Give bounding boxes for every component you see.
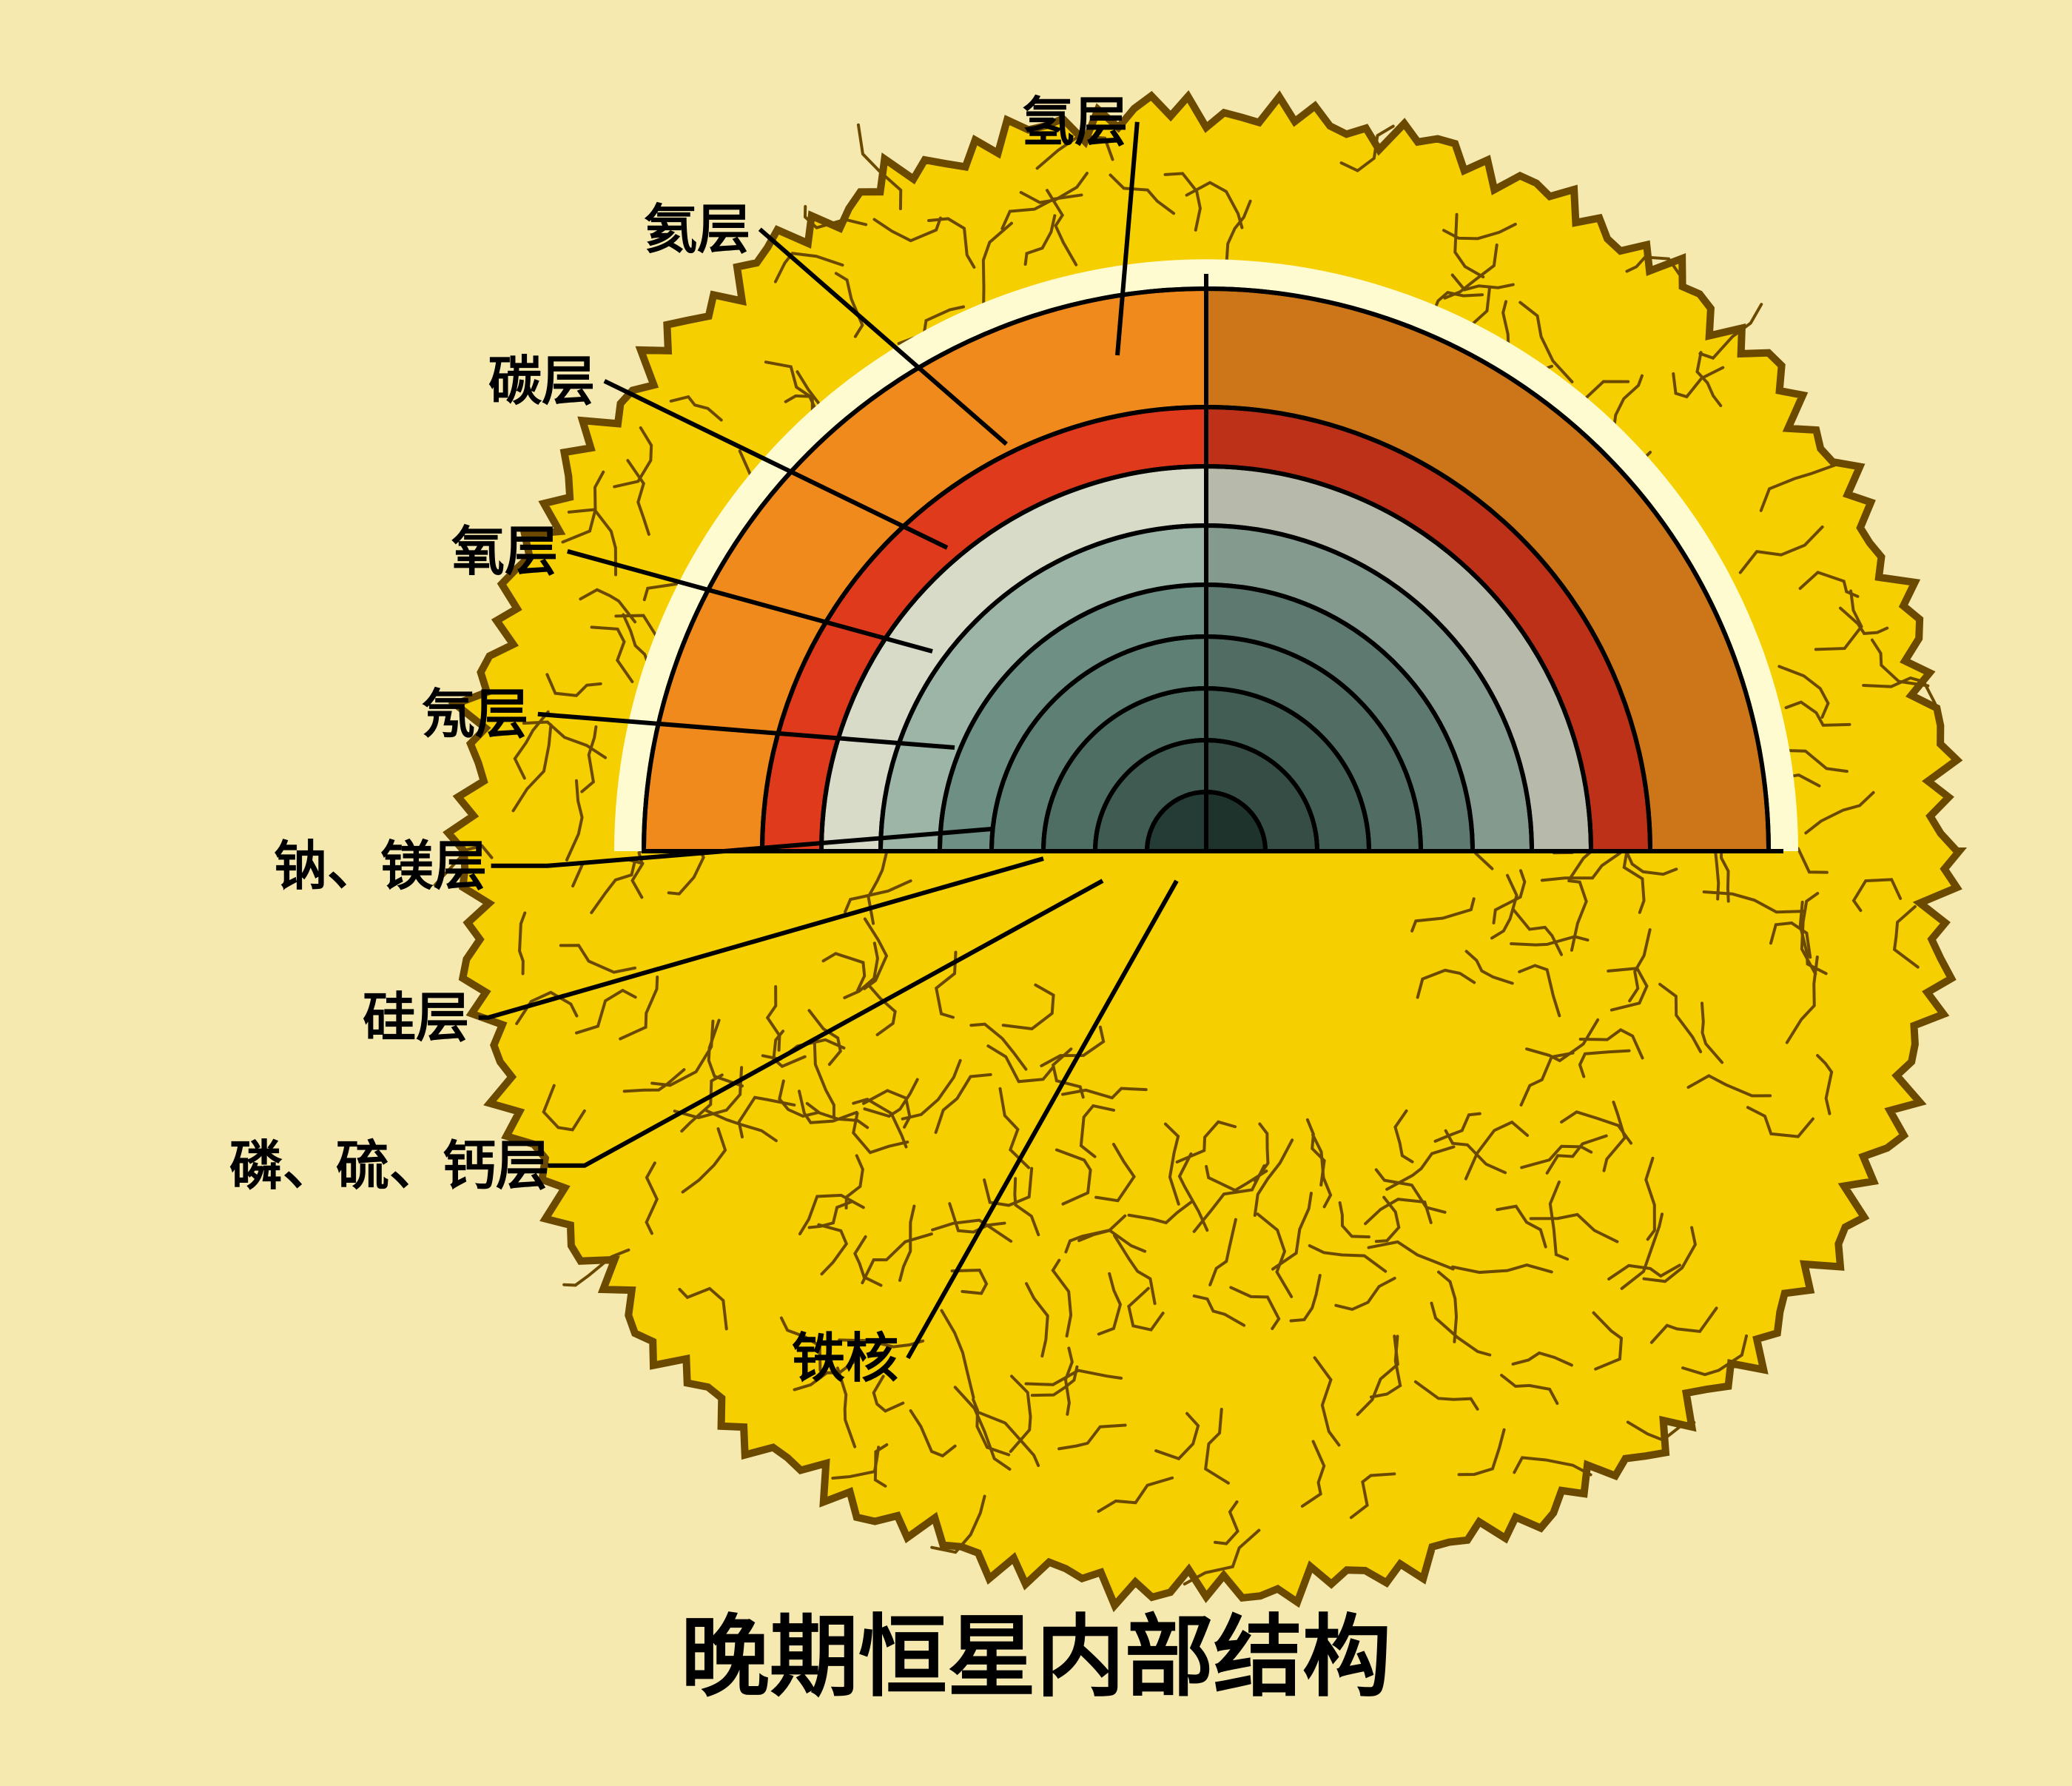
label-silicon: 硅层	[363, 989, 469, 1048]
diagram-title: 晚期恒星内部结构	[681, 1608, 1391, 1707]
late-stage-star-diagram: 氢层氦层碳层氧层氖层钠、镁层硅层磷、硫、钙层铁核晚期恒星内部结构	[0, 0, 2072, 1786]
label-p_s_ca: 磷、硫、钙层	[229, 1137, 549, 1196]
label-helium: 氦层	[644, 201, 750, 260]
label-hydrogen: 氢层	[1021, 93, 1128, 152]
label-na_mg: 钠、镁层	[274, 837, 487, 896]
label-carbon: 碳层	[488, 352, 595, 412]
label-iron: 铁核	[792, 1329, 898, 1389]
label-oxygen: 氧层	[451, 523, 558, 582]
label-neon: 氖层	[422, 685, 528, 745]
